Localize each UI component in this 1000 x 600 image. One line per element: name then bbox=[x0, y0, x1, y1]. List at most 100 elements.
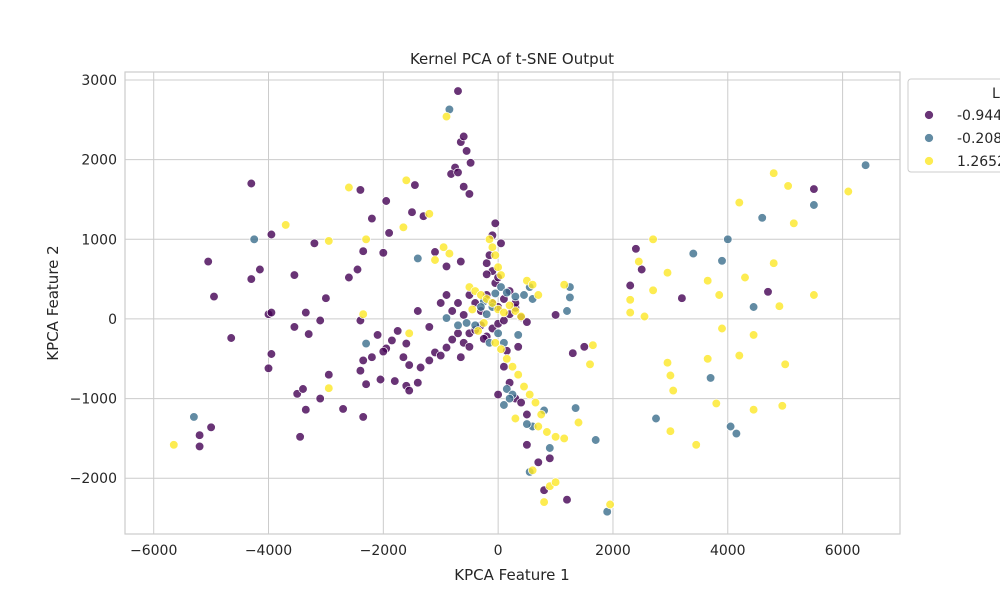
legend-box bbox=[907, 78, 1000, 173]
scatter-point bbox=[703, 276, 713, 286]
scatter-point bbox=[777, 401, 787, 411]
scatter-point bbox=[493, 328, 503, 338]
scatter-point bbox=[519, 381, 529, 392]
scatter-point bbox=[550, 432, 561, 442]
scatter-point bbox=[748, 302, 759, 312]
scatter-point bbox=[358, 246, 368, 256]
scatter-point bbox=[289, 322, 300, 332]
scatter-point bbox=[490, 288, 500, 299]
scatter-point bbox=[570, 403, 581, 413]
scatter-point bbox=[545, 443, 555, 453]
scatter-point bbox=[378, 248, 388, 258]
y-tick-label: 1000 bbox=[81, 232, 117, 248]
scatter-point bbox=[688, 248, 698, 259]
scatter-point bbox=[545, 453, 555, 463]
scatter-point bbox=[367, 352, 377, 362]
scatter-point bbox=[203, 256, 213, 267]
legend-entry-label: -0.944 bbox=[957, 108, 1000, 124]
scatter-point bbox=[441, 313, 452, 323]
scatter-point bbox=[504, 300, 515, 311]
scatter-point bbox=[404, 328, 414, 338]
scatter-point bbox=[315, 393, 325, 404]
scatter-point bbox=[281, 220, 291, 230]
scatter-point bbox=[461, 318, 472, 328]
scatter-point bbox=[436, 298, 446, 308]
scatter-point bbox=[513, 342, 523, 352]
scatter-point bbox=[361, 234, 371, 244]
scatter-point bbox=[301, 307, 311, 318]
scatter-point bbox=[413, 253, 423, 264]
scatter-point bbox=[436, 350, 446, 361]
scatter-point bbox=[464, 342, 475, 352]
scatter-point bbox=[662, 268, 673, 278]
scatter-point bbox=[550, 477, 561, 487]
scatter-point bbox=[321, 293, 331, 303]
scatter-point bbox=[266, 307, 277, 318]
x-tick-label: −4000 bbox=[245, 543, 292, 559]
scatter-point bbox=[783, 181, 793, 191]
scatter-point bbox=[482, 258, 492, 268]
grid-lines bbox=[125, 72, 900, 534]
scatter-point bbox=[513, 330, 523, 340]
scatter-point bbox=[510, 306, 521, 316]
scatter-point bbox=[324, 383, 334, 393]
scatter-point bbox=[387, 335, 397, 346]
scatter-point bbox=[677, 293, 687, 303]
legend-entry-label: 1.2652 bbox=[957, 154, 1000, 170]
scatter-point bbox=[358, 412, 368, 422]
scatter-point bbox=[513, 370, 523, 380]
legend-marker bbox=[924, 133, 934, 143]
scatter-point bbox=[502, 287, 512, 298]
scatter-point bbox=[487, 298, 498, 308]
scatter-point bbox=[559, 280, 569, 290]
scatter-point bbox=[404, 385, 414, 396]
legend-entries: -0.944 -0.208 1.2652 bbox=[924, 108, 1000, 170]
scatter-point bbox=[467, 304, 477, 315]
scatter-point bbox=[378, 346, 388, 357]
scatter-point bbox=[734, 197, 744, 208]
scatter-point bbox=[516, 397, 526, 408]
scatter-point bbox=[774, 301, 785, 311]
scatter-point bbox=[731, 428, 742, 439]
scatter-point bbox=[456, 352, 466, 362]
scatter-point bbox=[169, 440, 179, 450]
scatter-point bbox=[430, 247, 440, 257]
scatter-point bbox=[367, 213, 377, 224]
scatter-point bbox=[522, 317, 532, 327]
scatter-point bbox=[648, 234, 658, 244]
scatter-point bbox=[691, 440, 701, 450]
scatter-point bbox=[246, 274, 256, 284]
legend-marker bbox=[924, 110, 934, 120]
scatter-point bbox=[404, 360, 414, 370]
legend-entry-label: -0.208 bbox=[957, 131, 1000, 147]
scatter-point bbox=[301, 405, 311, 415]
scatter-point bbox=[605, 499, 615, 510]
scatter-point bbox=[748, 405, 759, 415]
scatter-point bbox=[562, 306, 572, 316]
scatter-point bbox=[496, 270, 506, 280]
y-tick-label: −1000 bbox=[70, 392, 117, 408]
scatter-point bbox=[361, 338, 371, 349]
scatter-point bbox=[194, 430, 205, 440]
scatter-point bbox=[424, 322, 434, 332]
scatter-point bbox=[266, 349, 277, 359]
scatter-point bbox=[447, 334, 457, 345]
scatter-point bbox=[740, 272, 750, 283]
y-tick-label: 2000 bbox=[81, 153, 117, 169]
scatter-point bbox=[476, 302, 486, 312]
scatter-point bbox=[522, 440, 532, 450]
scatter-point bbox=[487, 242, 498, 252]
scatter-point bbox=[510, 291, 521, 302]
scatter-point bbox=[723, 234, 733, 244]
scatter-point bbox=[634, 256, 644, 267]
scatter-point bbox=[705, 373, 716, 383]
scatter-point bbox=[533, 421, 543, 432]
scatter-point bbox=[194, 441, 205, 452]
scatter-point bbox=[453, 167, 463, 178]
scatter-point bbox=[763, 287, 773, 297]
scatter-point bbox=[568, 348, 578, 358]
scatter-point bbox=[189, 412, 199, 422]
scatter-point bbox=[573, 417, 584, 428]
scatter-point bbox=[769, 168, 779, 178]
scatter-point bbox=[266, 229, 277, 240]
